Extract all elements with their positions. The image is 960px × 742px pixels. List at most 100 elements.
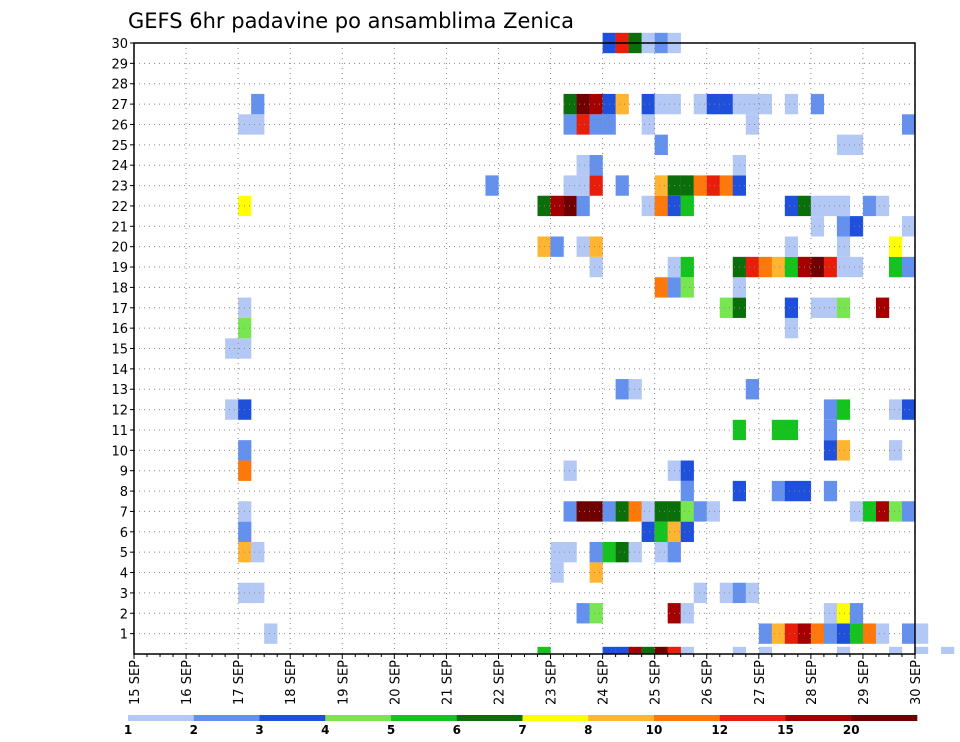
precip-cell	[901, 501, 916, 522]
y-tick-label: 19	[111, 261, 128, 276]
x-tick-label: 27 SEP	[753, 660, 768, 705]
grid-lines	[134, 42, 915, 654]
colorbar-label: 2	[190, 723, 198, 737]
precip-cell	[654, 175, 668, 196]
precip-cell	[641, 114, 655, 135]
precip-cell	[836, 256, 851, 278]
y-tick-label: 28	[111, 78, 128, 93]
precip-cell	[888, 236, 903, 257]
precip-cell	[641, 195, 655, 217]
colorbar-label: 8	[584, 723, 592, 737]
y-tick-label: 2	[120, 607, 128, 622]
precip-cell	[784, 480, 799, 502]
precip-cell	[615, 646, 629, 654]
precip-cell	[706, 175, 720, 196]
precip-cell	[628, 646, 642, 654]
y-tick-label: 17	[111, 302, 128, 317]
precip-cell	[550, 236, 564, 257]
precip-cell	[615, 541, 629, 563]
precip-cell	[888, 440, 903, 461]
x-tick-label: 17 SEP	[232, 660, 247, 705]
colorbar-segment	[851, 715, 918, 721]
precip-cell	[823, 399, 838, 420]
precip-cell	[628, 379, 642, 400]
precip-cell	[589, 501, 603, 522]
precip-cell	[589, 236, 603, 257]
y-tick-label: 14	[111, 363, 128, 378]
precip-cell	[823, 195, 838, 217]
y-tick-label: 13	[111, 383, 128, 398]
precip-cell	[615, 93, 629, 115]
colorbar-label: 15	[777, 723, 794, 737]
colorbar-segment	[325, 715, 392, 721]
precip-cell	[654, 501, 668, 522]
precip-cell	[732, 646, 746, 654]
precip-cell	[680, 256, 694, 278]
precip-cell	[628, 541, 642, 563]
precip-cell	[758, 623, 773, 644]
precip-cell	[836, 399, 851, 420]
precip-cell	[576, 501, 590, 522]
precip-cell	[589, 114, 603, 135]
colorbar-segment	[719, 715, 786, 721]
precip-cell	[771, 256, 786, 278]
precip-cell	[823, 297, 838, 318]
precip-cell	[901, 623, 916, 644]
y-tick-label: 18	[111, 281, 128, 296]
precip-cell	[563, 501, 577, 522]
precip-cell	[589, 562, 603, 583]
precip-cell	[719, 93, 733, 115]
precip-cell	[667, 646, 681, 654]
colorbar-label: 7	[518, 723, 526, 737]
y-tick-label: 10	[111, 444, 128, 459]
precip-cell	[888, 646, 903, 654]
precip-cell	[680, 646, 694, 654]
y-tick-label: 3	[120, 587, 128, 602]
precip-cell	[849, 134, 864, 156]
y-tick-label: 24	[111, 159, 128, 174]
precip-cell	[810, 93, 825, 115]
y-tick-label: 29	[111, 57, 128, 72]
precip-cell	[563, 93, 577, 115]
precip-cell	[849, 501, 864, 522]
precip-cell	[563, 541, 577, 563]
precip-cell	[810, 297, 825, 318]
x-tick-label: 22 SEP	[492, 660, 507, 705]
precip-cell	[745, 582, 759, 604]
y-tick-label: 16	[111, 322, 128, 337]
precip-cell	[849, 256, 864, 278]
precip-cell	[641, 93, 655, 115]
colorbar-label: 3	[255, 723, 263, 737]
cell-layer	[225, 32, 955, 654]
y-tick-label: 1	[120, 628, 128, 643]
y-tick-label: 26	[111, 118, 128, 133]
colorbar-segment	[654, 715, 721, 721]
precip-cell	[615, 379, 629, 400]
precip-cell	[823, 419, 838, 441]
precip-cell	[875, 195, 890, 217]
precip-cell	[563, 175, 577, 196]
precip-cell	[849, 623, 864, 644]
y-tick-label: 30	[111, 37, 128, 52]
precip-cell	[680, 521, 694, 542]
colorbar-segment	[259, 715, 326, 721]
precip-cell	[784, 195, 799, 217]
precip-cell	[680, 195, 694, 217]
precip-cell	[836, 623, 851, 644]
precip-cell	[823, 440, 838, 461]
precip-cell	[615, 501, 629, 522]
precip-cell	[641, 501, 655, 522]
precip-cell	[875, 623, 890, 644]
precip-cell	[576, 114, 590, 135]
precip-cell	[550, 541, 564, 563]
precip-cell	[537, 646, 551, 654]
precip-cell	[589, 155, 603, 176]
colorbar-label: 20	[843, 723, 860, 737]
chart-title: GEFS 6hr padavine po ansamblima Zenica	[128, 9, 574, 33]
precip-cell	[225, 338, 239, 359]
y-tick-label: 21	[111, 220, 128, 235]
precip-cell	[589, 175, 603, 196]
precip-cell	[810, 623, 825, 644]
precip-cell	[550, 562, 564, 583]
